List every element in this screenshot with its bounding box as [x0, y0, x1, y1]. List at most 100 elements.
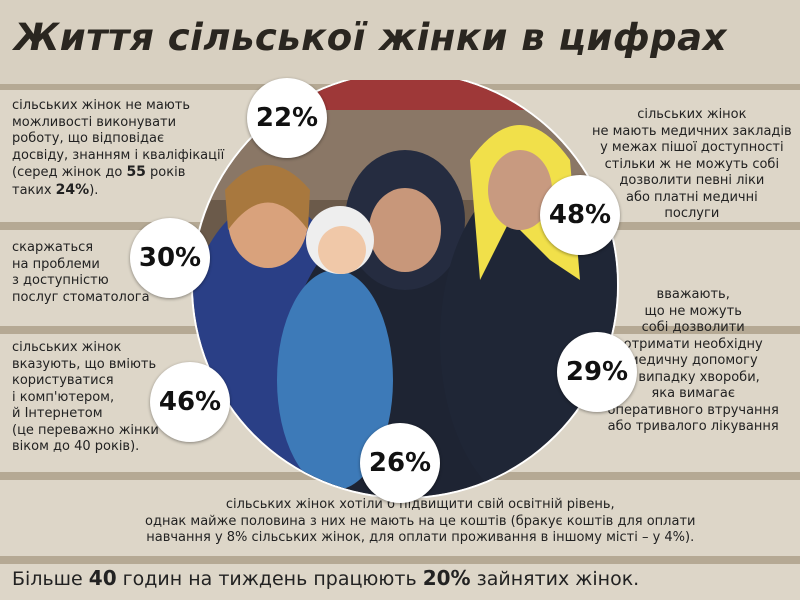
highlight: 20%: [422, 566, 471, 590]
text-line: користуватися: [12, 373, 159, 390]
text-segment: сільських жінок хотіли б підвищити свій …: [225, 497, 615, 512]
text-segment: скаржаться: [12, 240, 94, 255]
text-line: оперативного втручання: [608, 403, 779, 420]
text-segment: сільських жінок не мають: [12, 98, 191, 113]
text-line: послуг стоматолога: [12, 290, 150, 307]
percent-badge: 30%: [130, 218, 210, 298]
percent-badge: 48%: [540, 175, 620, 255]
text-segment: або платні медичні: [625, 189, 758, 205]
text-segment: послуг стоматолога: [12, 289, 150, 305]
footer: Більше 40 годин на тиждень працюють 20% …: [12, 566, 639, 590]
text-segment: користуватися: [12, 373, 114, 388]
text-line: сільських жінок: [592, 107, 792, 124]
text-segment: вказують, що вміють: [12, 356, 157, 372]
text-line: що не можуть: [608, 304, 779, 321]
text-line: не мають медичних закладів: [592, 124, 792, 141]
text-segment: що не можуть: [644, 303, 742, 319]
text-line: скаржаться: [12, 240, 150, 257]
text-line: медичну допомогу: [608, 353, 779, 370]
text-line: навчання у 8% сільських жінок, для оплат…: [145, 530, 695, 547]
text-line: Більше 40 годин на тиждень працюють 20% …: [12, 566, 639, 590]
text-segment: Більше: [12, 568, 89, 590]
text-segment: ).: [89, 182, 99, 198]
text-line: отримати необхідну: [608, 337, 779, 354]
text-line: у межах пішої доступності: [592, 140, 792, 157]
text-line: однак майже половина з них не мають на ц…: [145, 514, 695, 531]
percent-badge: 29%: [557, 332, 637, 412]
text-line: віком до 40 років).: [12, 439, 159, 456]
text-segment: сільських жінок: [637, 107, 747, 122]
text-segment: можливості виконувати: [12, 114, 177, 130]
text-segment: стільки ж не можуть собі: [604, 156, 780, 172]
stat-text: вважають, що не можуть собі дозволити отрим…: [608, 287, 779, 436]
text-line: собі дозволити: [608, 320, 779, 337]
text-segment: у випадку хвороби,: [626, 369, 760, 385]
text-segment: медичну допомогу: [628, 353, 758, 368]
text-segment: з доступністю: [12, 273, 109, 288]
text-line: вважають,: [608, 287, 779, 304]
photo: [191, 80, 619, 499]
text-line: роботу, що відповідає: [12, 131, 224, 148]
text-line: яка вимагає: [608, 386, 779, 403]
text-segment: навчання у 8% сільських жінок, для оплат…: [146, 530, 695, 545]
text-segment: отримати необхідну: [623, 336, 763, 352]
text-segment: або тривалого лікування: [607, 419, 779, 434]
stat-text: сільських жінок вказують, що вміють корист…: [12, 340, 159, 456]
text-segment: й Інтернетом: [12, 406, 103, 421]
text-line: (серед жінок до 55 років: [12, 164, 224, 182]
text-segment: послуги: [664, 206, 720, 221]
percent-badge: 46%: [150, 362, 230, 442]
text-segment: зайнятих жінок.: [470, 568, 640, 590]
text-segment: не мають медичних закладів: [592, 123, 792, 139]
text-line: або тривалого лікування: [608, 419, 779, 436]
text-line: і комп'ютером,: [12, 390, 159, 407]
text-segment: вважають,: [656, 287, 730, 302]
band: [0, 556, 800, 564]
stat-text: скаржаться на проблеми з доступністю послуг…: [12, 240, 150, 306]
text-segment: однак майже половина з них не мають на ц…: [145, 513, 696, 529]
text-line: на проблеми: [12, 257, 150, 274]
text-segment: досвіду, знанням і кваліфікації: [12, 147, 225, 163]
stat-text: сільських жінок хотіли б підвищити свій …: [145, 497, 695, 547]
text-line: у випадку хвороби,: [608, 370, 779, 387]
text-segment: (це переважно жінки: [12, 422, 159, 438]
percent-badge: 22%: [247, 78, 327, 158]
percent-badge: 26%: [360, 423, 440, 503]
text-segment: оперативного втручання: [607, 402, 779, 418]
text-line: сільських жінок: [12, 340, 159, 357]
highlight: 40: [88, 566, 117, 590]
title: Життя сільської жінки в цифрах: [14, 16, 727, 59]
text-segment: (серед жінок до: [12, 165, 127, 180]
text-line: стільки ж не можуть собі: [592, 157, 792, 174]
text-segment: сільських жінок: [12, 340, 122, 355]
text-line: (це переважно жінки: [12, 423, 159, 440]
text-segment: собі дозволити: [641, 320, 745, 335]
stat-text: сільських жінок не мають медичних закладі…: [592, 107, 792, 223]
text-segment: таких: [12, 182, 56, 198]
highlight: 24%: [55, 181, 90, 198]
text-segment: у межах пішої доступності: [600, 140, 784, 155]
text-segment: і комп'ютером,: [12, 389, 115, 405]
text-segment: дозволити певні ліки: [619, 173, 765, 188]
text-line: з доступністю: [12, 273, 150, 290]
text-line: можливості виконувати: [12, 115, 224, 132]
text-segment: на проблеми: [12, 256, 100, 272]
title-band: [0, 0, 800, 84]
text-line: або платні медичні: [592, 190, 792, 207]
text-line: дозволити певні ліки: [592, 173, 792, 190]
text-line: сільських жінок не мають: [12, 98, 224, 115]
text-segment: годин на тиждень працюють: [116, 568, 423, 590]
text-segment: роботу, що відповідає: [12, 131, 165, 146]
text-line: вказують, що вміють: [12, 357, 159, 374]
text-line: й Інтернетом: [12, 406, 159, 423]
text-segment: років: [145, 165, 186, 180]
highlight: 55: [126, 164, 146, 180]
stat-text: сільських жінок не мають можливості викон…: [12, 98, 224, 199]
text-segment: віком до 40 років).: [12, 439, 140, 454]
text-line: таких 24%).: [12, 182, 224, 200]
text-line: послуги: [592, 206, 792, 223]
text-line: досвіду, знанням і кваліфікації: [12, 148, 224, 165]
text-segment: яка вимагає: [651, 386, 735, 401]
text-line: сільських жінок хотіли б підвищити свій …: [145, 497, 695, 514]
